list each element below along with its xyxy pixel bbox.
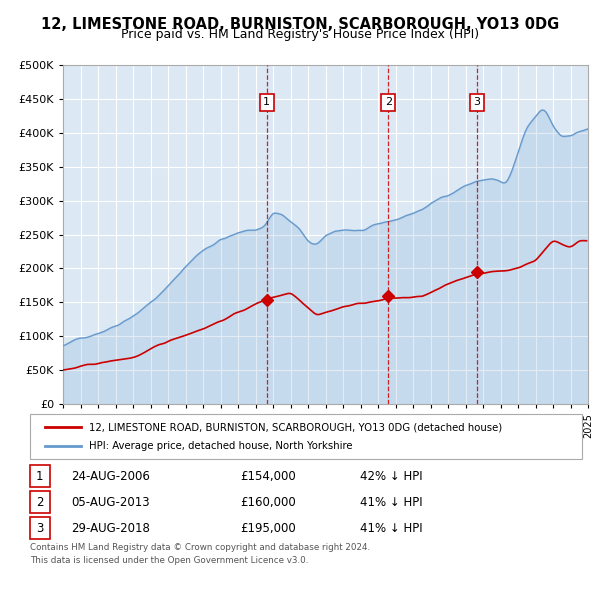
Text: 1: 1 [36,470,44,483]
Text: This data is licensed under the Open Government Licence v3.0.: This data is licensed under the Open Gov… [30,556,308,565]
Text: 3: 3 [36,522,44,535]
Text: £195,000: £195,000 [240,522,296,535]
Text: 29-AUG-2018: 29-AUG-2018 [71,522,149,535]
Text: £154,000: £154,000 [240,470,296,483]
Text: HPI: Average price, detached house, North Yorkshire: HPI: Average price, detached house, Nort… [89,441,352,451]
Text: 05-AUG-2013: 05-AUG-2013 [71,496,149,509]
Text: 12, LIMESTONE ROAD, BURNISTON, SCARBOROUGH, YO13 0DG (detached house): 12, LIMESTONE ROAD, BURNISTON, SCARBOROU… [89,422,502,432]
Text: 41% ↓ HPI: 41% ↓ HPI [360,496,422,509]
Text: £160,000: £160,000 [240,496,296,509]
Text: 41% ↓ HPI: 41% ↓ HPI [360,522,422,535]
Text: 12, LIMESTONE ROAD, BURNISTON, SCARBOROUGH, YO13 0DG: 12, LIMESTONE ROAD, BURNISTON, SCARBOROU… [41,17,559,31]
Text: 3: 3 [473,97,481,107]
Text: 24-AUG-2006: 24-AUG-2006 [71,470,149,483]
Text: 1: 1 [263,97,270,107]
Text: Price paid vs. HM Land Registry's House Price Index (HPI): Price paid vs. HM Land Registry's House … [121,28,479,41]
Text: Contains HM Land Registry data © Crown copyright and database right 2024.: Contains HM Land Registry data © Crown c… [30,543,370,552]
Text: 42% ↓ HPI: 42% ↓ HPI [360,470,422,483]
Text: 2: 2 [385,97,392,107]
Text: 2: 2 [36,496,44,509]
